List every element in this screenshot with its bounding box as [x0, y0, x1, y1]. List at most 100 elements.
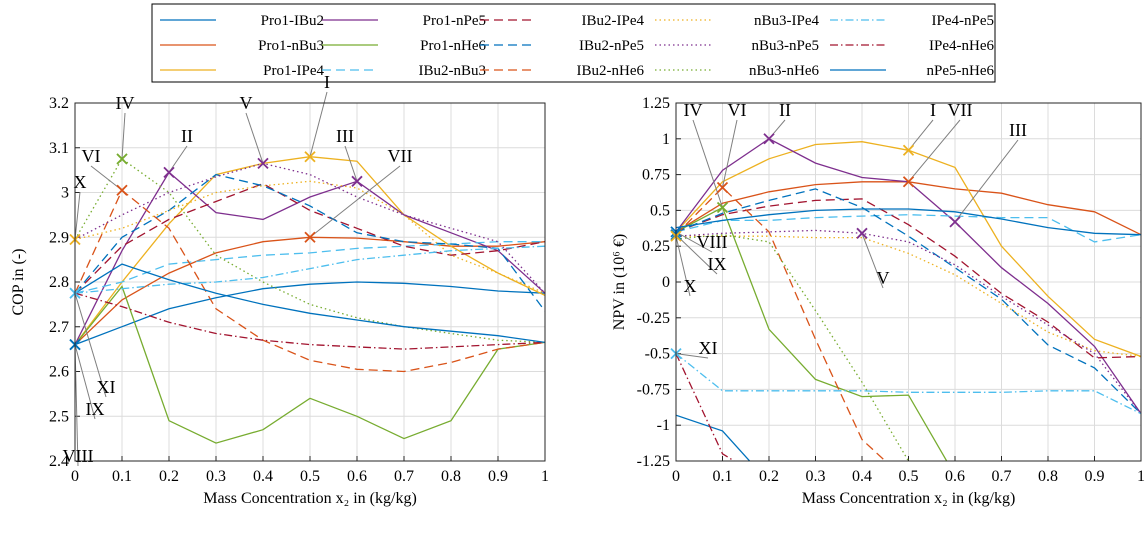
annotation-marker — [716, 181, 729, 194]
x-tick-label: 0.8 — [1038, 468, 1058, 485]
series-line-nbu3-npe5 — [75, 162, 545, 294]
axes-frame — [74, 102, 546, 462]
y-tick-label: 2.8 — [49, 274, 69, 291]
y-tick-label: 1.25 — [642, 95, 670, 112]
y-tick-label: 3.1 — [49, 140, 69, 157]
annotation-leader — [675, 231, 713, 253]
legend-entry-label: nBu3-IPe4 — [754, 13, 819, 29]
annotation-leader — [722, 119, 738, 188]
annotation-leader — [121, 112, 126, 159]
annotation-leader — [908, 119, 961, 183]
annotation-marker — [116, 153, 128, 165]
x-tick-label: 0.4 — [852, 468, 872, 485]
annotation-marker — [902, 144, 915, 156]
legend-box — [151, 3, 996, 83]
annotation-label: III — [336, 126, 354, 146]
legend-entry-label: Pro1-IBu2 — [261, 13, 324, 29]
series-line-nbu3-ipe4 — [75, 180, 545, 294]
x-tick-label: 0.4 — [253, 468, 273, 485]
y-tick-label: 2.4 — [49, 453, 69, 470]
series-line-ibu2-npe5 — [75, 173, 545, 312]
x-tick-label: 0.1 — [112, 468, 132, 485]
annotation-leader — [168, 145, 188, 173]
y-tick-label: 3 — [61, 185, 69, 202]
series-line-ibu2-ipe4 — [676, 198, 1141, 359]
annotation-marker — [716, 201, 729, 214]
annotation-marker — [304, 231, 316, 243]
annotation-label: IX — [86, 399, 105, 419]
legend-entry-label: nBu3-nHe6 — [749, 63, 819, 79]
annotation-leader — [675, 236, 691, 297]
annotation-leader — [74, 344, 96, 420]
annotation-leader — [74, 293, 107, 398]
series-line-pro1-ibu2 — [676, 414, 751, 461]
annotation-label: VI — [728, 100, 747, 120]
series-line-ibu2-ipe4 — [75, 182, 545, 294]
x-tick-label: 0 — [71, 468, 79, 485]
x-tick-label: 0.5 — [300, 468, 320, 485]
x-tick-label: 0.3 — [806, 468, 826, 485]
annotation-leader — [344, 145, 358, 182]
series-line-nbu3-nhe6 — [676, 234, 910, 461]
axes-frame — [675, 102, 1142, 462]
y-tick-label: -1 — [657, 417, 670, 434]
y-tick-label: 3.2 — [49, 95, 69, 112]
annotation-label: V — [877, 268, 890, 288]
x-tick-label: 0.5 — [899, 468, 919, 485]
y-axis-label: NPV in (10⁶ €) — [611, 234, 628, 330]
annotation-leader — [675, 353, 709, 359]
x-tick-label: 0.1 — [713, 468, 733, 485]
x-tick-label: 0.8 — [441, 468, 461, 485]
series-line-npe5-nhe6 — [75, 263, 545, 344]
series-line-ipe4-npe5 — [75, 245, 545, 294]
series-group — [75, 156, 545, 444]
annotation-label: I — [324, 72, 330, 92]
x-tick-label: 0.7 — [394, 468, 414, 485]
series-line-ibu2-nhe6 — [75, 189, 545, 373]
legend-entry-label: Pro1-nPe5 — [423, 13, 486, 29]
x-tick-label: 0.3 — [206, 468, 226, 485]
x-tick-label: 0.2 — [759, 468, 779, 485]
series-line-ipe4-nhe6 — [676, 353, 736, 461]
series-line-pro1-ibu2 — [75, 281, 545, 346]
y-tick-label: 2.6 — [49, 364, 69, 381]
series-line-ipe4-nhe6 — [75, 292, 545, 350]
legend-entry-label: IBu2-nBu3 — [419, 63, 487, 79]
legend-entry-label: Pro1-nBu3 — [258, 38, 324, 54]
annotation-label: VIII — [63, 446, 94, 466]
y-tick-label: -0.25 — [637, 310, 670, 327]
legend-entry-label: IBu2-IPe4 — [582, 13, 645, 29]
annotation-marker — [856, 227, 868, 239]
annotation-label: VIII — [697, 232, 728, 252]
cop-chart: 0 0.1 0.2 0.3 0.4 0.5 0.6 0.7 0.8 0.9 1 2.4 2.5 2.6 2.… — [10, 72, 549, 507]
legend-entry-label: Pro1-IPe4 — [263, 63, 324, 79]
y-tick-label: 0 — [662, 274, 670, 291]
series-line-npe5-nhe6 — [676, 208, 1141, 236]
annotation-leader — [245, 112, 264, 164]
x-axis-label: Mass Concentration x₂ in (kg/kg) — [802, 490, 1016, 507]
y-tick-label: 0.25 — [642, 238, 670, 255]
y-tick-label: 1 — [662, 131, 670, 148]
annotation-leader — [675, 234, 718, 275]
series-line-nbu3-npe5 — [676, 229, 1141, 415]
series-line-nbu3-nhe6 — [75, 157, 545, 344]
annotation-label: III — [1009, 120, 1027, 140]
series-line-nbu3-ipe4 — [676, 235, 1141, 358]
legend-entry-label: Pro1-nHe6 — [420, 38, 486, 54]
annotation-leader — [692, 119, 723, 208]
npv-chart: 0 0.1 0.2 0.3 0.4 0.5 0.6 0.7 0.8 0.9 1 -1.25 -1 -0.7… — [611, 95, 1145, 507]
y-tick-label: 2.7 — [49, 319, 69, 336]
legend-entry-label: nBu3-nPe5 — [752, 38, 820, 54]
annotation-leader — [954, 139, 1019, 223]
x-tick-label: 0.6 — [347, 468, 367, 485]
annotation-leader — [861, 233, 884, 289]
y-tick-label: -0.5 — [645, 346, 670, 363]
x-axis-label: Mass Concentration x₂ in (kg/kg) — [203, 490, 417, 507]
x-tick-label: 0.7 — [992, 468, 1012, 485]
x-tick-label: 0.9 — [488, 468, 508, 485]
y-axis-label: COP in (-) — [10, 249, 27, 316]
y-tick-label: 2.5 — [49, 408, 69, 425]
series-line-ibu2-nbu3 — [75, 241, 545, 294]
annotation-marker — [949, 216, 961, 228]
